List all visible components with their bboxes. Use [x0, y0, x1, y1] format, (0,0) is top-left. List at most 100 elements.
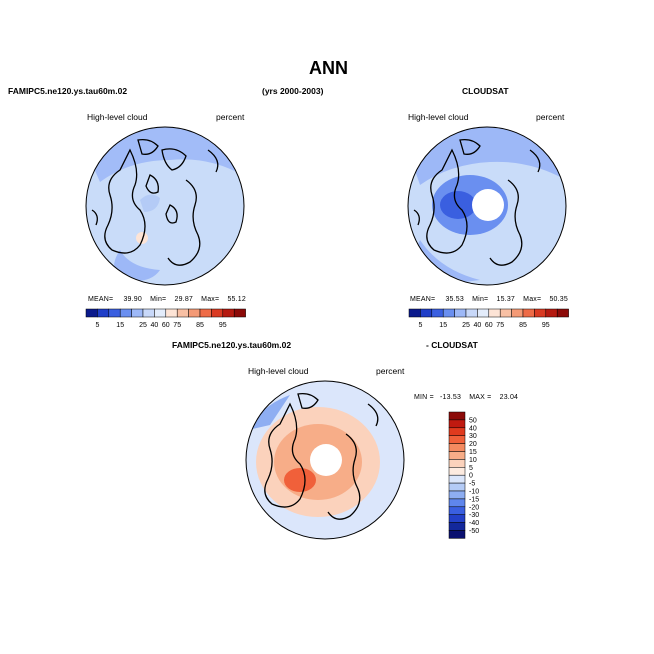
- right-units-label: percent: [536, 112, 565, 122]
- right-colorbar-tick-label: 5: [418, 322, 422, 329]
- diff-colorbar-tick-label: 30: [469, 433, 477, 440]
- left-colorbar-tick-label: 95: [219, 322, 227, 329]
- diff-colorbar-swatch: [448, 451, 466, 460]
- right-colorbar-swatch: [477, 308, 490, 318]
- diff-colorbar-tick-label: 0: [469, 473, 473, 480]
- left-colorbar-swatch: [131, 308, 144, 318]
- diff-max-label: MAX =: [469, 394, 492, 401]
- diff-stats: MIN = -13.53 MAX = 23.04: [414, 394, 518, 401]
- left-colorbar-swatch: [119, 308, 132, 318]
- right-variable-label: High-level cloud: [408, 112, 469, 122]
- diff-min-label: MIN =: [414, 394, 434, 401]
- diff-colorbar-tick-label: -30: [469, 512, 479, 519]
- diff-colorbar-swatch: [448, 427, 466, 436]
- left-colorbar: 5 15 25 40 60 75 85 95: [85, 308, 246, 329]
- right-colorbar-swatch: [442, 308, 455, 318]
- right-colorbar-tick-label: 40: [474, 322, 482, 329]
- left-colorbar-swatch: [154, 308, 167, 318]
- right-colorbar-tick-label: 25: [462, 322, 470, 329]
- diff-pole-hole: [310, 444, 342, 476]
- diff-colorbar-tick-label: -20: [469, 504, 479, 511]
- left-colorbar-tick-label: 25: [139, 322, 147, 329]
- right-colorbar: 5 15 25 40 60 75 85 95: [408, 308, 569, 329]
- right-map: [407, 126, 567, 286]
- left-min-label: Min=: [150, 296, 167, 303]
- diff-colorbar-tick-label: 20: [469, 441, 477, 448]
- left-colorbar-swatch: [199, 308, 212, 318]
- right-colorbar-swatch: [431, 308, 444, 318]
- left-mean-value: 39.90: [123, 296, 142, 303]
- left-colorbar-swatch: [165, 308, 178, 318]
- diff-variable-label: High-level cloud: [248, 366, 309, 376]
- right-pole-hole: [472, 189, 504, 221]
- left-map-border: [85, 126, 245, 286]
- right-colorbar-swatch: [420, 308, 433, 318]
- diff-colorbar-tick-label: 5: [469, 465, 473, 472]
- left-colorbar-tick-label: 40: [151, 322, 159, 329]
- left-colorbar-tick-label: 75: [173, 322, 181, 329]
- left-variable-label: High-level cloud: [87, 112, 148, 122]
- years-label: (yrs 2000-2003): [262, 86, 324, 96]
- right-case-title: CLOUDSAT: [462, 86, 509, 96]
- left-colorbar-swatch: [211, 308, 224, 318]
- diff-colorbar-swatch: [448, 530, 466, 539]
- diff-colorbar-tick-label: 15: [469, 449, 477, 456]
- diff-colorbar-swatch: [448, 419, 466, 429]
- diff-colorbar-swatch: [448, 498, 466, 508]
- left-colorbar-swatch: [222, 308, 235, 318]
- right-mean-value: 35.53: [445, 296, 464, 303]
- right-colorbar-swatch: [408, 308, 421, 318]
- diff-right-title: - CLOUDSAT: [426, 340, 478, 350]
- right-min-label: Min=: [472, 296, 489, 303]
- left-map: [85, 126, 245, 286]
- left-colorbar-swatch: [142, 308, 155, 318]
- diff-colorbar-swatch: [448, 482, 466, 492]
- diff-colorbar-tick-label: -50: [469, 528, 479, 535]
- left-max-value: 55.12: [227, 296, 246, 303]
- left-coastlines: [91, 138, 219, 266]
- right-mean-label: MEAN=: [410, 296, 436, 303]
- diff-colorbar-swatch: [448, 474, 466, 484]
- diff-field-cold-west: [248, 395, 290, 430]
- right-map-border: [407, 126, 567, 286]
- right-colorbar-tick-label: 75: [496, 322, 504, 329]
- left-max-label: Max=: [201, 296, 220, 303]
- left-colorbar-tick-label: 5: [95, 322, 99, 329]
- right-colorbar-tick-label: 15: [439, 322, 447, 329]
- left-field-north: [86, 127, 244, 182]
- diff-colorbar-swatch: [448, 506, 466, 515]
- right-colorbar-swatch: [522, 308, 535, 318]
- left-min-value: 29.87: [174, 296, 194, 303]
- right-max-label: Max=: [523, 296, 542, 303]
- diff-coastlines: [264, 392, 379, 520]
- right-colorbar-tick-label: 95: [542, 322, 550, 329]
- diff-colorbar-tick-label: -5: [469, 481, 475, 488]
- diff-field-hot: [284, 468, 316, 492]
- diff-map: [245, 380, 405, 540]
- left-field-warm-spot: [136, 232, 148, 244]
- right-colorbar-swatch: [488, 308, 501, 318]
- left-colorbar-tick-label: 60: [162, 322, 170, 329]
- left-colorbar-swatch: [85, 308, 98, 318]
- right-colorbar-swatch: [454, 308, 467, 318]
- diff-colorbar-swatch: [448, 522, 466, 531]
- diff-colorbar-swatch: [448, 411, 466, 421]
- left-colorbar-tick-label: 15: [116, 322, 124, 329]
- page-title: ANN: [309, 58, 348, 78]
- diff-left-title: FAMIPC5.ne120.ys.tau60m.02: [172, 340, 292, 350]
- diff-max-value: 23.04: [499, 394, 519, 401]
- diff-colorbar-tick-label: 10: [469, 457, 477, 464]
- left-stats: MEAN= 39.90 Min= 29.87 Max= 55.12: [88, 296, 246, 303]
- diff-units-label: percent: [376, 366, 405, 376]
- left-mean-label: MEAN=: [88, 296, 114, 303]
- right-min-value: 15.37: [496, 296, 516, 303]
- left-colorbar-swatch: [233, 308, 246, 318]
- left-colorbar-swatch: [176, 308, 189, 318]
- diff-colorbar-tick-label: -10: [469, 489, 479, 496]
- diff-colorbar-tick-label: -15: [469, 496, 479, 503]
- left-colorbar-swatch: [97, 308, 110, 318]
- right-colorbar-swatch: [465, 308, 478, 318]
- right-max-value: 50.35: [549, 296, 568, 303]
- diff-map-border: [245, 380, 405, 540]
